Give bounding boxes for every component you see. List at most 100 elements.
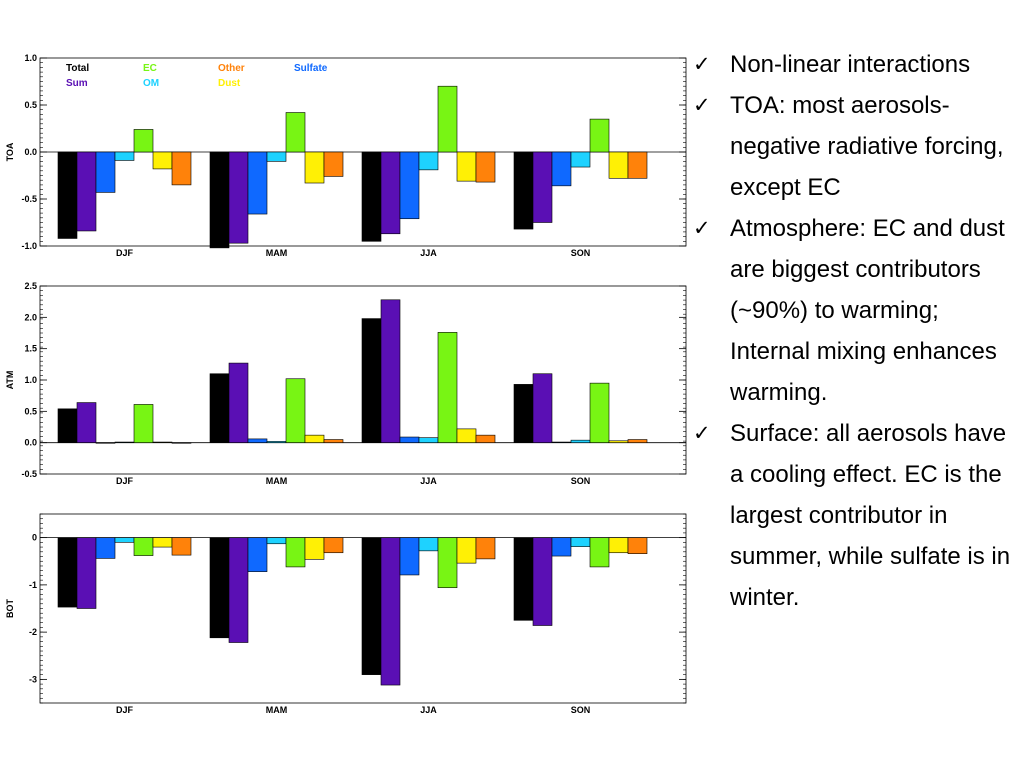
check-icon: ✓ [693, 421, 711, 445]
bar-other-jja [475, 537, 496, 560]
bar-other-jja [475, 151, 496, 183]
bar-other-son [627, 537, 648, 554]
x-tick-label: SON [571, 476, 591, 486]
y-axis-label: TOA [5, 142, 15, 161]
bar-other-mam [323, 537, 344, 554]
bar-dust-mam [304, 434, 325, 443]
legend: Total EC Other Sulfate Sum OM Dust [66, 63, 328, 89]
x-tick-label: SON [571, 248, 591, 258]
bullet-list: ✓ Non-linear interactions ✓ TOA: most ae… [693, 44, 1018, 618]
bar-om-mam [266, 151, 287, 162]
bar-sulfate-jja [399, 151, 420, 220]
x-tick-label: JJA [420, 248, 437, 258]
bar-dust-jja [456, 537, 477, 564]
bullet-text: Non-linear interactions [730, 51, 971, 78]
y-axis-label: BOT [5, 599, 15, 619]
bar-sum-son [532, 537, 553, 626]
bar-ec-djf [133, 537, 154, 556]
bar-dust-mam [304, 537, 325, 560]
bullet-item: ✓ Surface: all aerosols have a cooling e… [693, 413, 1018, 618]
bar-total-mam [209, 373, 230, 443]
bar-dust-djf [152, 537, 173, 548]
x-tick-label: DJF [116, 476, 134, 486]
bar-sum-son [532, 151, 553, 223]
bullet-item: ✓ Atmosphere: EC and dust are biggest co… [693, 208, 1018, 413]
bar-sum-djf [76, 402, 97, 443]
bar-other-djf [171, 151, 192, 186]
bar-total-son [513, 151, 534, 230]
bar-sum-jja [380, 299, 401, 443]
check-icon: ✓ [693, 216, 711, 240]
bar-other-djf [171, 537, 192, 556]
chart-panel-toa: 1.0 0.5 0.0 -0.5 -1.0 TOA DJF MAM JJA SON [5, 53, 687, 258]
y-tick-label: 0 [32, 533, 37, 543]
bar-other-djf [171, 442, 192, 444]
bar-total-djf [57, 537, 78, 608]
y-tick-label: -1 [29, 580, 37, 590]
bar-ec-son [589, 118, 610, 153]
bar-ec-mam [285, 112, 306, 153]
bar-ec-mam [285, 537, 306, 568]
bar-sulfate-mam [247, 537, 268, 572]
legend-label-dust: Dust [218, 78, 241, 89]
x-tick-label: MAM [266, 476, 288, 486]
y-tick-label: -2 [29, 627, 37, 637]
x-tick-label: JJA [420, 705, 437, 715]
y-tick-label: 2.5 [24, 281, 37, 291]
bar-sulfate-son [551, 537, 572, 557]
bar-om-jja [418, 537, 439, 552]
x-tick-label: SON [571, 705, 591, 715]
bar-sum-mam [228, 362, 249, 443]
bullet-item: ✓ Non-linear interactions [693, 44, 1018, 85]
bar-om-jja [418, 437, 439, 443]
chart-figure: 1.0 0.5 0.0 -0.5 -1.0 TOA DJF MAM JJA SON 2.5 2.0 1.… [5, 53, 687, 715]
bar-dust-mam [304, 151, 325, 184]
x-tick-label: DJF [116, 705, 134, 715]
bar-ec-djf [133, 404, 154, 443]
bullet-text: Atmosphere: EC and dust are biggest cont… [730, 215, 1005, 406]
bar-dust-jja [456, 151, 477, 182]
bar-sulfate-djf [95, 442, 116, 444]
chart-panel-bot: 0 -1 -2 -3 BOT DJF MAM JJA SON [5, 513, 687, 715]
chart-panel-atm: 2.5 2.0 1.5 1.0 0.5 0.0 -0.5 ATM DJF MAM JJA SON [5, 281, 687, 486]
bar-om-mam [266, 537, 287, 545]
bar-dust-jja [456, 428, 477, 443]
bar-sum-mam [228, 537, 249, 643]
bar-other-son [627, 151, 648, 179]
y-tick-label: 1.5 [24, 344, 37, 354]
bar-total-mam [209, 151, 230, 249]
bullet-text: TOA: most aerosols- negative radiative f… [730, 92, 1004, 201]
bar-ec-mam [285, 378, 306, 443]
bar-sulfate-jja [399, 436, 420, 443]
x-tick-label: JJA [420, 476, 437, 486]
bar-ec-jja [437, 537, 458, 589]
y-tick-label: 0.5 [24, 100, 37, 110]
y-tick-label: -3 [29, 674, 37, 684]
bar-total-djf [57, 151, 78, 239]
x-tick-label: DJF [116, 248, 134, 258]
bar-ec-djf [133, 129, 154, 153]
bar-sum-djf [76, 151, 97, 232]
bar-om-son [570, 151, 591, 168]
bar-total-son [513, 537, 534, 621]
bar-om-son [570, 537, 591, 547]
y-axis-label: ATM [5, 371, 15, 390]
bar-other-jja [475, 434, 496, 443]
bar-om-djf [114, 151, 135, 161]
bar-total-mam [209, 537, 230, 639]
bar-total-son [513, 384, 534, 443]
legend-label-om: OM [143, 78, 159, 89]
legend-label-sum: Sum [66, 78, 88, 89]
legend-label-total: Total [66, 63, 89, 74]
y-tick-label: 1.0 [24, 53, 37, 63]
bar-sulfate-son [551, 441, 572, 443]
bar-sulfate-jja [399, 537, 420, 576]
y-tick-label: -1.0 [21, 241, 37, 251]
bar-dust-djf [152, 151, 173, 170]
bar-total-djf [57, 408, 78, 443]
bar-ec-son [589, 382, 610, 443]
bar-dust-djf [152, 441, 173, 443]
bar-sum-mam [228, 151, 249, 244]
y-tick-label: -0.5 [21, 194, 37, 204]
bar-om-djf [114, 441, 135, 443]
